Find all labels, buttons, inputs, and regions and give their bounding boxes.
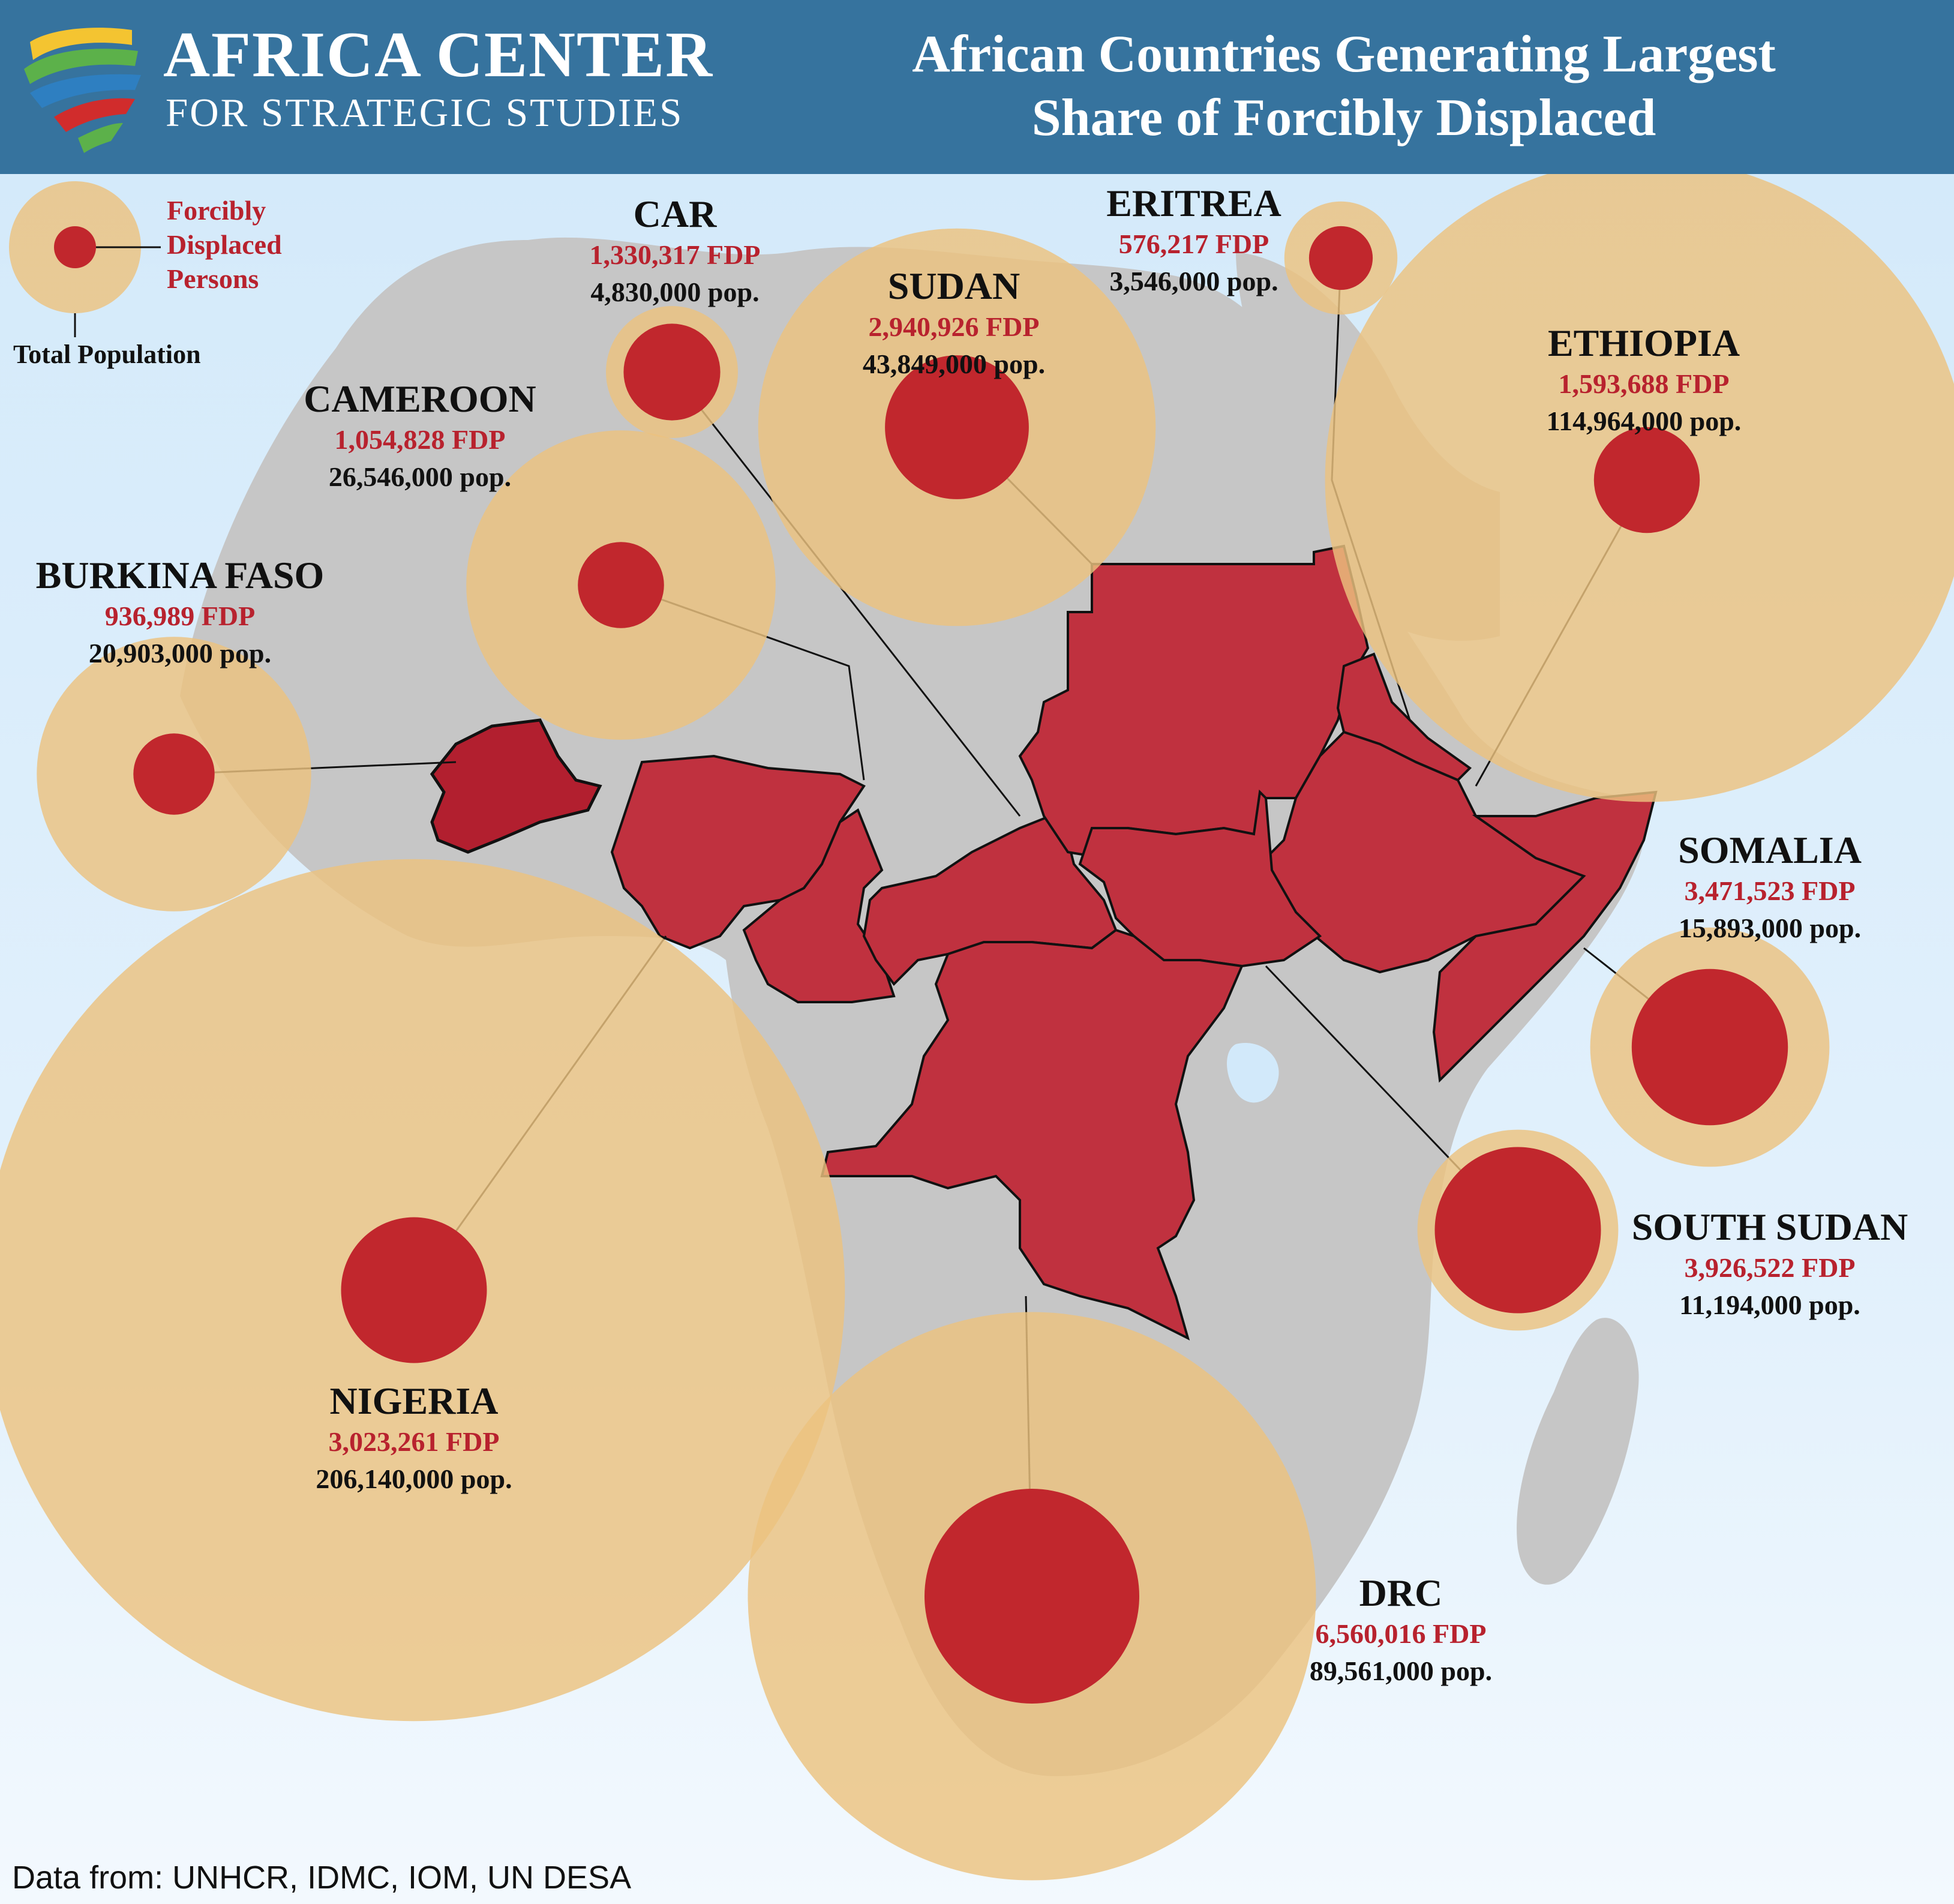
title-line-2: Share of Forcibly Displaced (1031, 89, 1656, 147)
population-value: 11,194,000 pop. (1679, 1290, 1860, 1320)
country-ethiopia (1258, 730, 1586, 974)
population-value: 20,903,000 pop. (88, 638, 272, 668)
proportional-circles (0, 158, 1954, 1881)
label-car: CAR 1,330,317 FDP 4,830,000 pop. (540, 192, 810, 311)
madagascar-landmass (1517, 1318, 1639, 1585)
header-bar: AFRICA CENTER FOR STRATEGIC STUDIES Afri… (0, 0, 1954, 174)
legend-fdp-label-line-3: Persons (167, 263, 259, 294)
africa-logo-icon (24, 28, 141, 153)
population-value: 114,964,000 pop. (1546, 406, 1742, 436)
fdp-value: 576,217 FDP (1118, 229, 1269, 259)
label-ethiopia: ETHIOPIA 1,593,688 FDP 114,964,000 pop. (1464, 321, 1824, 440)
fdp-circle-car (623, 323, 721, 421)
country-name: SOUTH SUDAN (1631, 1206, 1908, 1248)
legend-fdp-circle (54, 226, 96, 268)
population-value: 26,546,000 pop. (328, 461, 512, 492)
org-subtitle: FOR STRATEGIC STUDIES (166, 91, 684, 135)
label-sudan: SUDAN 2,940,926 FDP 43,849,000 pop. (780, 264, 1128, 383)
population-value: 89,561,000 pop. (1309, 1656, 1493, 1686)
country-nigeria (610, 754, 866, 950)
label-cameroon: CAMEROON 1,054,828 FDP 26,546,000 pop. (240, 377, 600, 496)
population-value: 4,830,000 pop. (590, 277, 760, 307)
fdp-value: 6,560,016 FDP (1315, 1618, 1487, 1649)
country-name: SUDAN (887, 265, 1020, 307)
fdp-circle-cameroon (578, 542, 664, 628)
fdp-value: 3,926,522 FDP (1684, 1252, 1856, 1283)
population-value: 15,893,000 pop. (1678, 913, 1862, 943)
legend-fdp-label: Forcibly Displaced Persons (167, 193, 282, 296)
fdp-value: 1,330,317 FDP (589, 239, 761, 270)
page-title: African Countries Generating Largest Sha… (834, 23, 1854, 150)
legend-fdp-label-line-2: Displaced (167, 229, 282, 260)
country-drc (820, 928, 1244, 1341)
label-burkina-faso: BURKINA FASO 936,989 FDP 20,903,000 pop. (6, 553, 354, 672)
country-name: BURKINA FASO (35, 554, 325, 596)
leader-line-car (671, 371, 1021, 817)
country-cameroon (742, 808, 896, 1003)
label-drc: DRC 6,560,016 FDP 89,561,000 pop. (1236, 1571, 1566, 1690)
fdp-value: 1,054,828 FDP (334, 424, 506, 455)
legend (9, 181, 161, 337)
population-value: 206,140,000 pop. (316, 1464, 512, 1494)
label-eritrea: ERITREA 576,217 FDP 3,546,000 pop. (1044, 181, 1344, 300)
source-note: Data from: UNHCR, IDMC, IOM, UN DESA (12, 1860, 632, 1896)
fdp-circle-south-sudan (1434, 1147, 1601, 1314)
country-name: CAMEROON (304, 377, 536, 420)
country-name: CAR (633, 193, 717, 235)
fdp-circle-ethiopia (1593, 427, 1700, 533)
fdp-value: 936,989 FDP (104, 601, 256, 631)
highlighted-countries (430, 544, 1658, 1341)
title-line-1: African Countries Generating Largest (912, 25, 1776, 83)
fdp-value: 3,471,523 FDP (1684, 875, 1856, 906)
legend-population-label: Total Population (13, 340, 201, 369)
label-nigeria: NIGERIA 3,023,261 FDP 206,140,000 pop. (234, 1379, 594, 1498)
fdp-circle-drc (925, 1489, 1139, 1704)
country-name: DRC (1359, 1572, 1443, 1614)
fdp-circle-sudan (885, 355, 1029, 499)
fdp-value: 2,940,926 FDP (868, 311, 1040, 342)
country-name: ETHIOPIA (1547, 322, 1740, 364)
lake-victoria (1227, 1043, 1279, 1103)
org-name: AFRICA CENTER (163, 19, 714, 91)
label-somalia: SOMALIA 3,471,523 FDP 15,893,000 pop. (1590, 828, 1950, 947)
population-value: 3,546,000 pop. (1109, 266, 1278, 296)
legend-fdp-label-line-1: Forcibly (167, 195, 266, 226)
country-name: SOMALIA (1678, 829, 1862, 871)
country-name: NIGERIA (329, 1380, 499, 1422)
country-name: ERITREA (1106, 182, 1281, 224)
label-south-sudan: SOUTH SUDAN 3,926,522 FDP 11,194,000 pop… (1584, 1205, 1954, 1324)
fdp-circle-eritrea (1308, 226, 1373, 290)
fdp-circle-somalia (1631, 969, 1788, 1126)
fdp-circle-burkina-faso (133, 733, 215, 815)
country-burkina-faso (430, 718, 602, 854)
fdp-value: 1,593,688 FDP (1558, 368, 1730, 399)
fdp-value: 3,023,261 FDP (328, 1426, 500, 1457)
population-value: 43,849,000 pop. (862, 349, 1046, 379)
fdp-circle-nigeria (341, 1217, 487, 1363)
country-south-sudan (1078, 789, 1322, 968)
